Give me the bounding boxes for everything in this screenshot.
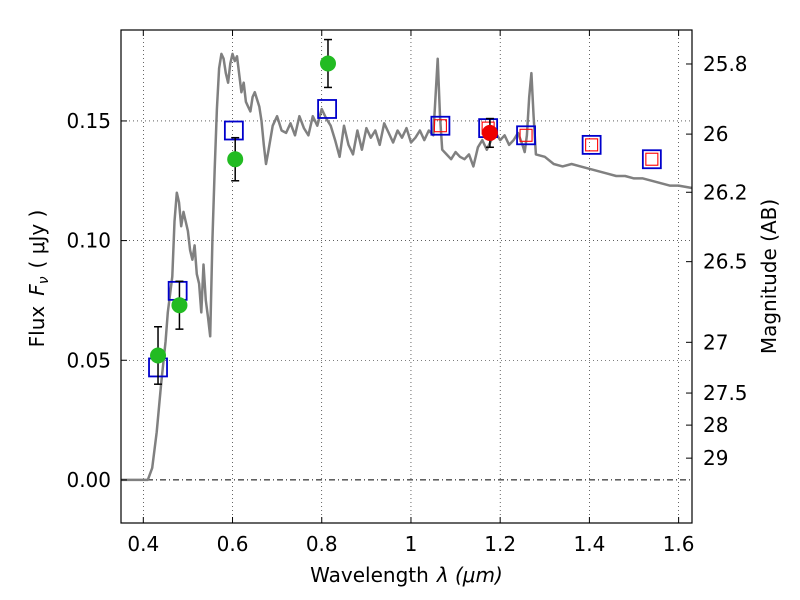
- x-axis-title-word: Wavelength: [310, 563, 429, 587]
- observed-flux-point: [171, 297, 188, 314]
- y-tick-label: 0.05: [66, 348, 111, 372]
- x-axis-title-symbol: λ (μm): [436, 563, 503, 587]
- y2-tick-label: 29: [703, 446, 728, 470]
- y-axis-title: Flux Fν ( μJy ): [25, 210, 52, 348]
- y-axis-title-word: Flux: [25, 306, 49, 348]
- observed-flux-point: [150, 347, 167, 364]
- axis-ticks: 0.4 0.6 0.8 1 1.2 1.4 1.6 0.00 0.05 0.10 0.15 25.8 2…: [66, 30, 748, 556]
- observed-flux-point: [319, 55, 336, 72]
- x-tick-label: 0.6: [217, 532, 249, 556]
- y2-tick-label: 26.2: [703, 180, 748, 204]
- observed-flux-point: [227, 151, 244, 168]
- y2-tick-label: 28: [703, 413, 728, 437]
- model-box-inner-marker: [585, 138, 599, 152]
- y2-tick-label: 26: [703, 122, 728, 146]
- observed-photometry-points: [150, 38, 498, 385]
- y-tick-label: 0.15: [66, 109, 111, 133]
- model-box-marker: [641, 149, 662, 170]
- model-box-inner-marker: [519, 128, 533, 142]
- model-box-marker: [223, 120, 244, 141]
- y2-tick-label: 27: [703, 330, 728, 354]
- plot-frame: [120, 29, 693, 524]
- model-spectrum-line: [121, 52, 693, 482]
- y-axis-title-subscript: ν: [36, 276, 52, 284]
- y-axis-title-unit: ( μJy ): [25, 210, 49, 269]
- model-box-marker: [581, 134, 602, 155]
- x-tick-label: 1: [405, 532, 418, 556]
- y-tick-label: 0.10: [66, 229, 111, 253]
- x-axis-title: Wavelength λ (μm): [310, 563, 503, 587]
- x-tick-label: 1.6: [663, 532, 695, 556]
- y2-tick-label: 25.8: [703, 52, 748, 76]
- model-box-inner-marker: [433, 119, 447, 133]
- model-box-marker: [516, 125, 536, 146]
- model-box-marker: [317, 99, 337, 119]
- y2-axis-title: Magnitude (AB): [757, 199, 781, 354]
- x-tick-label: 0.4: [127, 532, 159, 556]
- y-axis-title-symbol: F: [25, 284, 49, 296]
- y2-tick-label: 27.5: [703, 381, 748, 405]
- x-tick-label: 1.2: [484, 532, 516, 556]
- model-box-marker: [430, 115, 451, 136]
- model-box-inner-marker: [645, 152, 659, 166]
- observed-flux-point: [481, 124, 498, 141]
- y2-tick-label: 26.5: [703, 250, 748, 274]
- x-tick-label: 1.4: [573, 532, 605, 556]
- x-tick-label: 0.8: [306, 532, 338, 556]
- y-tick-label: 0.00: [66, 468, 111, 492]
